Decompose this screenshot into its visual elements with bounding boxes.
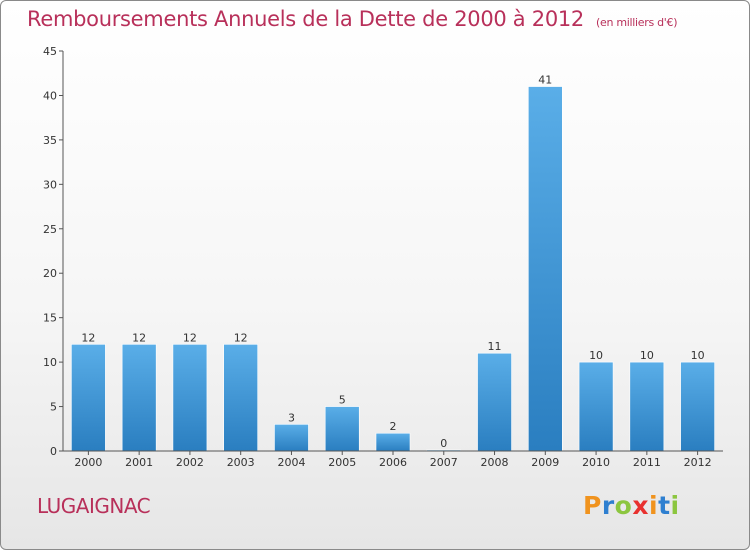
logo-letter: i bbox=[649, 491, 659, 520]
bar bbox=[71, 344, 106, 452]
location-name: LUGAIGNAC bbox=[37, 494, 151, 518]
x-tick-label: 2001 bbox=[125, 456, 153, 469]
y-tick-label: 45 bbox=[43, 45, 57, 58]
proxiti-logo: Proxiti bbox=[583, 491, 680, 520]
chart-title: Remboursements Annuels de la Dette de 20… bbox=[27, 7, 677, 31]
x-tick-label: 2003 bbox=[227, 456, 255, 469]
logo-letter: P bbox=[583, 491, 602, 520]
chart-title-text: Remboursements Annuels de la Dette de 20… bbox=[27, 7, 584, 31]
logo-letter: i bbox=[670, 491, 680, 520]
bars: 12 12 12 12 3 5 2 0 11 41 10 10 10 bbox=[71, 74, 715, 452]
bar-value-label: 5 bbox=[339, 394, 346, 407]
logo-letter: x bbox=[632, 491, 649, 520]
x-tick-label: 2008 bbox=[481, 456, 509, 469]
bar-value-label: 12 bbox=[132, 331, 146, 344]
y-axis: 0 5 10 15 20 25 30 35 40 45 bbox=[43, 45, 64, 458]
bar bbox=[629, 361, 665, 452]
bar-value-label: 11 bbox=[488, 340, 502, 353]
bar-value-label: 10 bbox=[640, 349, 654, 362]
bar bbox=[121, 344, 157, 452]
y-tick-label: 25 bbox=[43, 223, 57, 236]
y-tick-label: 10 bbox=[43, 356, 57, 369]
bar bbox=[274, 424, 309, 452]
x-tick-label: 2004 bbox=[277, 456, 305, 469]
y-tick-label: 0 bbox=[50, 445, 57, 458]
x-tick-label: 2007 bbox=[430, 456, 458, 469]
x-tick-label: 2006 bbox=[379, 456, 407, 469]
chart-unit: (en milliers d'€) bbox=[596, 16, 678, 29]
bar bbox=[528, 86, 563, 452]
bar bbox=[477, 352, 512, 452]
x-tick-label: 2005 bbox=[328, 456, 356, 469]
bar bbox=[578, 361, 614, 452]
bar-value-label: 2 bbox=[390, 420, 397, 433]
x-axis: 2000 2001 2002 2003 2004 2005 2006 2007 2008 2009… bbox=[63, 450, 723, 469]
bar bbox=[375, 432, 411, 452]
x-tick-label: 2002 bbox=[176, 456, 204, 469]
bar-value-label: 12 bbox=[234, 331, 248, 344]
bar-value-label: 10 bbox=[691, 349, 705, 362]
y-tick-label: 40 bbox=[43, 89, 57, 102]
x-tick-label: 2009 bbox=[531, 456, 559, 469]
y-tick-label: 5 bbox=[50, 401, 57, 414]
y-tick-label: 35 bbox=[43, 134, 57, 147]
bar-value-label: 12 bbox=[183, 331, 197, 344]
bar bbox=[223, 344, 258, 452]
x-tick-label: 2010 bbox=[582, 456, 610, 469]
bar-value-label: 41 bbox=[538, 74, 552, 87]
bar-value-label: 0 bbox=[440, 437, 447, 450]
y-tick-label: 15 bbox=[43, 312, 57, 325]
bar bbox=[172, 344, 208, 452]
bar-value-label: 10 bbox=[589, 349, 603, 362]
bar-value-label: 12 bbox=[81, 331, 95, 344]
y-tick-label: 30 bbox=[43, 178, 57, 191]
x-tick-label: 2011 bbox=[633, 456, 661, 469]
y-tick-label: 20 bbox=[43, 267, 57, 280]
logo-letter: o bbox=[614, 491, 633, 520]
logo-letter: t bbox=[658, 491, 671, 520]
bar bbox=[324, 406, 360, 452]
bar-value-label: 3 bbox=[288, 411, 295, 424]
logo-letter: r bbox=[601, 491, 615, 520]
bar bbox=[680, 361, 715, 452]
x-tick-label: 2000 bbox=[74, 456, 102, 469]
x-tick-label: 2012 bbox=[684, 456, 712, 469]
